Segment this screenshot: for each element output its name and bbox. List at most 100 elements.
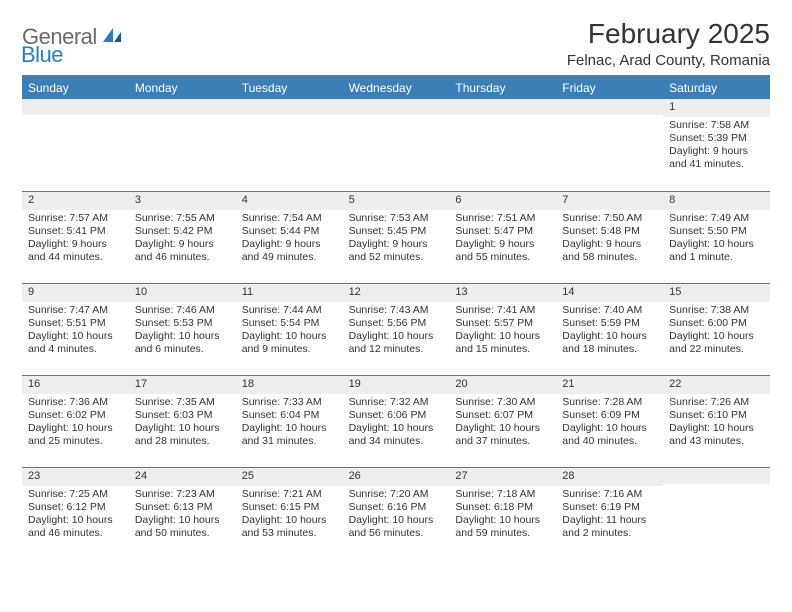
day-cell: 2 Sunrise: 7:57 AMSunset: 5:41 PMDaylight… (22, 191, 129, 283)
day-details: Sunrise: 7:35 AMSunset: 6:03 PMDaylight:… (129, 396, 236, 449)
header: General February 2025 Felnac, Arad Count… (22, 18, 770, 69)
sunset-text: Sunset: 6:06 PM (349, 409, 444, 422)
daylight-text: Daylight: 10 hours and 56 minutes. (349, 514, 444, 540)
daylight-text: Daylight: 10 hours and 37 minutes. (455, 422, 550, 448)
sunset-text: Sunset: 6:02 PM (28, 409, 123, 422)
daylight-text: Daylight: 10 hours and 12 minutes. (349, 330, 444, 356)
sunset-text: Sunset: 6:18 PM (455, 501, 550, 514)
weekday-sunday: Sunday (22, 77, 129, 99)
day-details: Sunrise: 7:41 AMSunset: 5:57 PMDaylight:… (449, 304, 556, 357)
sunset-text: Sunset: 5:51 PM (28, 317, 123, 330)
sunset-text: Sunset: 5:48 PM (562, 225, 657, 238)
day-details: Sunrise: 7:54 AMSunset: 5:44 PMDaylight:… (236, 212, 343, 265)
daylight-text: Daylight: 10 hours and 40 minutes. (562, 422, 657, 448)
day-cell: 26Sunrise: 7:20 AMSunset: 6:16 PMDayligh… (343, 467, 450, 559)
day-cell (556, 99, 663, 191)
day-details: Sunrise: 7:57 AMSunset: 5:41 PMDaylight:… (22, 212, 129, 265)
logo-text-blue: Blue (21, 42, 63, 67)
sunrise-text: Sunrise: 7:47 AM (28, 304, 123, 317)
daylight-text: Daylight: 10 hours and 59 minutes. (455, 514, 550, 540)
sunset-text: Sunset: 6:13 PM (135, 501, 230, 514)
day-cell: 3Sunrise: 7:55 AMSunset: 5:42 PMDaylight… (129, 191, 236, 283)
day-details: Sunrise: 7:44 AMSunset: 5:54 PMDaylight:… (236, 304, 343, 357)
sunset-text: Sunset: 6:04 PM (242, 409, 337, 422)
day-number: 2 (22, 192, 129, 210)
day-cell: 24Sunrise: 7:23 AMSunset: 6:13 PMDayligh… (129, 467, 236, 559)
day-details: Sunrise: 7:47 AMSunset: 5:51 PMDaylight:… (22, 304, 129, 357)
calendar-page: General February 2025 Felnac, Arad Count… (0, 0, 792, 577)
daylight-text: Daylight: 9 hours and 55 minutes. (455, 238, 550, 264)
sunset-text: Sunset: 6:15 PM (242, 501, 337, 514)
day-cell: 1 Sunrise: 7:58 AMSunset: 5:39 PMDaylight… (663, 99, 770, 191)
sunset-text: Sunset: 5:41 PM (28, 225, 123, 238)
day-number: 4 (236, 192, 343, 210)
day-details: Sunrise: 7:46 AMSunset: 5:53 PMDaylight:… (129, 304, 236, 357)
day-details: Sunrise: 7:43 AMSunset: 5:56 PMDaylight:… (343, 304, 450, 357)
day-details: Sunrise: 7:55 AMSunset: 5:42 PMDaylight:… (129, 212, 236, 265)
day-number: 11 (236, 284, 343, 302)
sunrise-text: Sunrise: 7:38 AM (669, 304, 764, 317)
daylight-text: Daylight: 10 hours and 53 minutes. (242, 514, 337, 540)
daylight-text: Daylight: 10 hours and 9 minutes. (242, 330, 337, 356)
day-details: Sunrise: 7:21 AMSunset: 6:15 PMDaylight:… (236, 488, 343, 541)
day-cell: 11 Sunrise: 7:44 AMSunset: 5:54 PMDayligh… (236, 283, 343, 375)
sunset-text: Sunset: 5:47 PM (455, 225, 550, 238)
sunset-text: Sunset: 6:19 PM (562, 501, 657, 514)
daylight-text: Daylight: 10 hours and 50 minutes. (135, 514, 230, 540)
sunset-text: Sunset: 6:16 PM (349, 501, 444, 514)
sunrise-text: Sunrise: 7:41 AM (455, 304, 550, 317)
day-number: 20 (449, 376, 556, 394)
sunset-text: Sunset: 6:12 PM (28, 501, 123, 514)
sunrise-text: Sunrise: 7:23 AM (135, 488, 230, 501)
day-cell (236, 99, 343, 191)
sunrise-text: Sunrise: 7:26 AM (669, 396, 764, 409)
day-details: Sunrise: 7:38 AMSunset: 6:00 PMDaylight:… (663, 304, 770, 357)
daylight-text: Daylight: 10 hours and 1 minute. (669, 238, 764, 264)
day-details: Sunrise: 7:28 AMSunset: 6:09 PMDaylight:… (556, 396, 663, 449)
day-cell: 22Sunrise: 7:26 AMSunset: 6:10 PMDayligh… (663, 375, 770, 467)
day-details: Sunrise: 7:50 AMSunset: 5:48 PMDaylight:… (556, 212, 663, 265)
daylight-text: Daylight: 10 hours and 31 minutes. (242, 422, 337, 448)
day-details: Sunrise: 7:58 AMSunset: 5:39 PMDaylight:… (663, 119, 770, 172)
day-number: 9 (22, 284, 129, 302)
day-cell (22, 99, 129, 191)
day-cell: 16 Sunrise: 7:36 AMSunset: 6:02 PMDayligh… (22, 375, 129, 467)
day-number: 25 (236, 468, 343, 486)
day-details: Sunrise: 7:20 AMSunset: 6:16 PMDaylight:… (343, 488, 450, 541)
day-number: 27 (449, 468, 556, 486)
day-cell: 6Sunrise: 7:51 AMSunset: 5:47 PMDaylight… (449, 191, 556, 283)
sunrise-text: Sunrise: 7:21 AM (242, 488, 337, 501)
day-details: Sunrise: 7:51 AMSunset: 5:47 PMDaylight:… (449, 212, 556, 265)
calendar-grid: 1 Sunrise: 7:58 AMSunset: 5:39 PMDaylight… (22, 99, 770, 559)
day-cell: 7Sunrise: 7:50 AMSunset: 5:48 PMDaylight… (556, 191, 663, 283)
logo-sail-icon (101, 26, 123, 49)
day-details: Sunrise: 7:30 AMSunset: 6:07 PMDaylight:… (449, 396, 556, 449)
logo-blue-wrap: Blue (22, 42, 63, 68)
sunrise-text: Sunrise: 7:32 AM (349, 396, 444, 409)
day-cell: 14Sunrise: 7:40 AMSunset: 5:59 PMDayligh… (556, 283, 663, 375)
weekday-monday: Monday (129, 77, 236, 99)
sunrise-text: Sunrise: 7:16 AM (562, 488, 657, 501)
sunset-text: Sunset: 5:56 PM (349, 317, 444, 330)
sunset-text: Sunset: 5:39 PM (669, 132, 764, 145)
weekday-row: Sunday Monday Tuesday Wednesday Thursday… (22, 77, 770, 99)
day-number: 10 (129, 284, 236, 302)
day-cell: 8Sunrise: 7:49 AMSunset: 5:50 PMDaylight… (663, 191, 770, 283)
day-cell: 5Sunrise: 7:53 AMSunset: 5:45 PMDaylight… (343, 191, 450, 283)
day-number: 1 (663, 99, 770, 117)
day-cell: 18Sunrise: 7:33 AMSunset: 6:04 PMDayligh… (236, 375, 343, 467)
sunrise-text: Sunrise: 7:54 AM (242, 212, 337, 225)
sunset-text: Sunset: 5:57 PM (455, 317, 550, 330)
day-cell: 27Sunrise: 7:18 AMSunset: 6:18 PMDayligh… (449, 467, 556, 559)
sunset-text: Sunset: 6:10 PM (669, 409, 764, 422)
day-number (556, 99, 663, 115)
day-number: 13 (449, 284, 556, 302)
day-cell (129, 99, 236, 191)
day-cell: 4 Sunrise: 7:54 AMSunset: 5:44 PMDaylight… (236, 191, 343, 283)
day-cell: 19Sunrise: 7:32 AMSunset: 6:06 PMDayligh… (343, 375, 450, 467)
weekday-tuesday: Tuesday (236, 77, 343, 99)
day-details: Sunrise: 7:36 AMSunset: 6:02 PMDaylight:… (22, 396, 129, 449)
day-number: 16 (22, 376, 129, 394)
sunrise-text: Sunrise: 7:57 AM (28, 212, 123, 225)
sunrise-text: Sunrise: 7:33 AM (242, 396, 337, 409)
